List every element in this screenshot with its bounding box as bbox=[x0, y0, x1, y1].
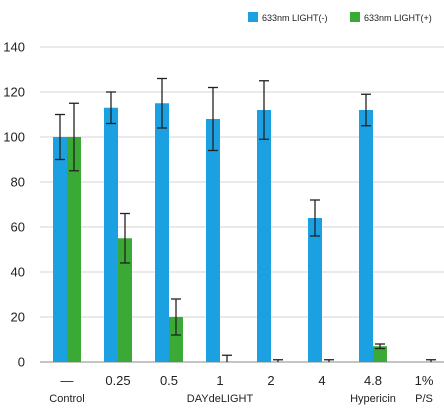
bar bbox=[53, 137, 67, 362]
y-tick-label: 40 bbox=[11, 265, 25, 280]
bar bbox=[67, 137, 81, 362]
y-tick-label: 20 bbox=[11, 310, 25, 325]
bar bbox=[373, 346, 387, 362]
y-tick-label: 120 bbox=[3, 85, 25, 100]
error-bar bbox=[375, 343, 385, 350]
error-bar bbox=[106, 91, 116, 125]
y-axis-tick-labels: 0 20 40 60 80 100 120 140 bbox=[3, 40, 25, 370]
x-axis-tick-labels: — 0.25 0.5 1 2 4 4.8 1% bbox=[61, 373, 434, 388]
x-tick-label: 1% bbox=[415, 373, 434, 388]
bar bbox=[169, 317, 183, 362]
bar bbox=[359, 110, 373, 362]
error-bar bbox=[426, 359, 436, 362]
bar bbox=[206, 119, 220, 362]
x-tick-label: 2 bbox=[267, 373, 274, 388]
group-label: P/S bbox=[415, 393, 433, 405]
x-tick-label: 4 bbox=[318, 373, 325, 388]
legend-label-light-minus: 633nm LIGHT(-) bbox=[262, 13, 328, 23]
group-label: Control bbox=[49, 393, 84, 405]
error-bar bbox=[208, 86, 218, 152]
group-label: Hypericin bbox=[350, 393, 396, 405]
error-bar bbox=[259, 80, 269, 140]
legend-swatch-light-minus bbox=[248, 12, 258, 22]
x-tick-label: — bbox=[61, 373, 74, 388]
error-bar bbox=[120, 212, 130, 264]
legend: 633nm LIGHT(-) 633nm LIGHT(+) bbox=[248, 12, 432, 23]
x-tick-label: 0.25 bbox=[105, 373, 130, 388]
error-bar bbox=[171, 298, 181, 336]
error-bar bbox=[273, 359, 283, 362]
error-bar bbox=[55, 113, 65, 161]
group-labels: Control DAYdeLIGHT Hypericin P/S bbox=[49, 393, 433, 405]
y-tick-label: 100 bbox=[3, 130, 25, 145]
error-bars bbox=[55, 77, 436, 362]
error-bar bbox=[157, 77, 167, 129]
group-label: DAYdeLIGHT bbox=[187, 393, 254, 405]
bar bbox=[118, 238, 132, 362]
y-tick-label: 140 bbox=[3, 40, 25, 55]
error-bar bbox=[361, 93, 371, 127]
bar bbox=[155, 103, 169, 362]
bar bbox=[257, 110, 271, 362]
error-bar bbox=[222, 354, 232, 362]
bar bbox=[308, 218, 322, 362]
bars bbox=[53, 103, 387, 362]
error-bar bbox=[324, 359, 334, 362]
legend-label-light-plus: 633nm LIGHT(+) bbox=[364, 13, 432, 23]
error-bar bbox=[69, 102, 79, 172]
x-tick-label: 0.5 bbox=[160, 373, 178, 388]
legend-swatch-light-plus bbox=[350, 12, 360, 22]
error-bar bbox=[310, 199, 320, 237]
x-tick-label: 4.8 bbox=[364, 373, 382, 388]
y-tick-label: 60 bbox=[11, 220, 25, 235]
gridlines bbox=[40, 46, 444, 363]
x-tick-label: 1 bbox=[216, 373, 223, 388]
y-tick-label: 0 bbox=[18, 355, 25, 370]
bar bbox=[104, 107, 118, 362]
y-tick-label: 80 bbox=[11, 175, 25, 190]
